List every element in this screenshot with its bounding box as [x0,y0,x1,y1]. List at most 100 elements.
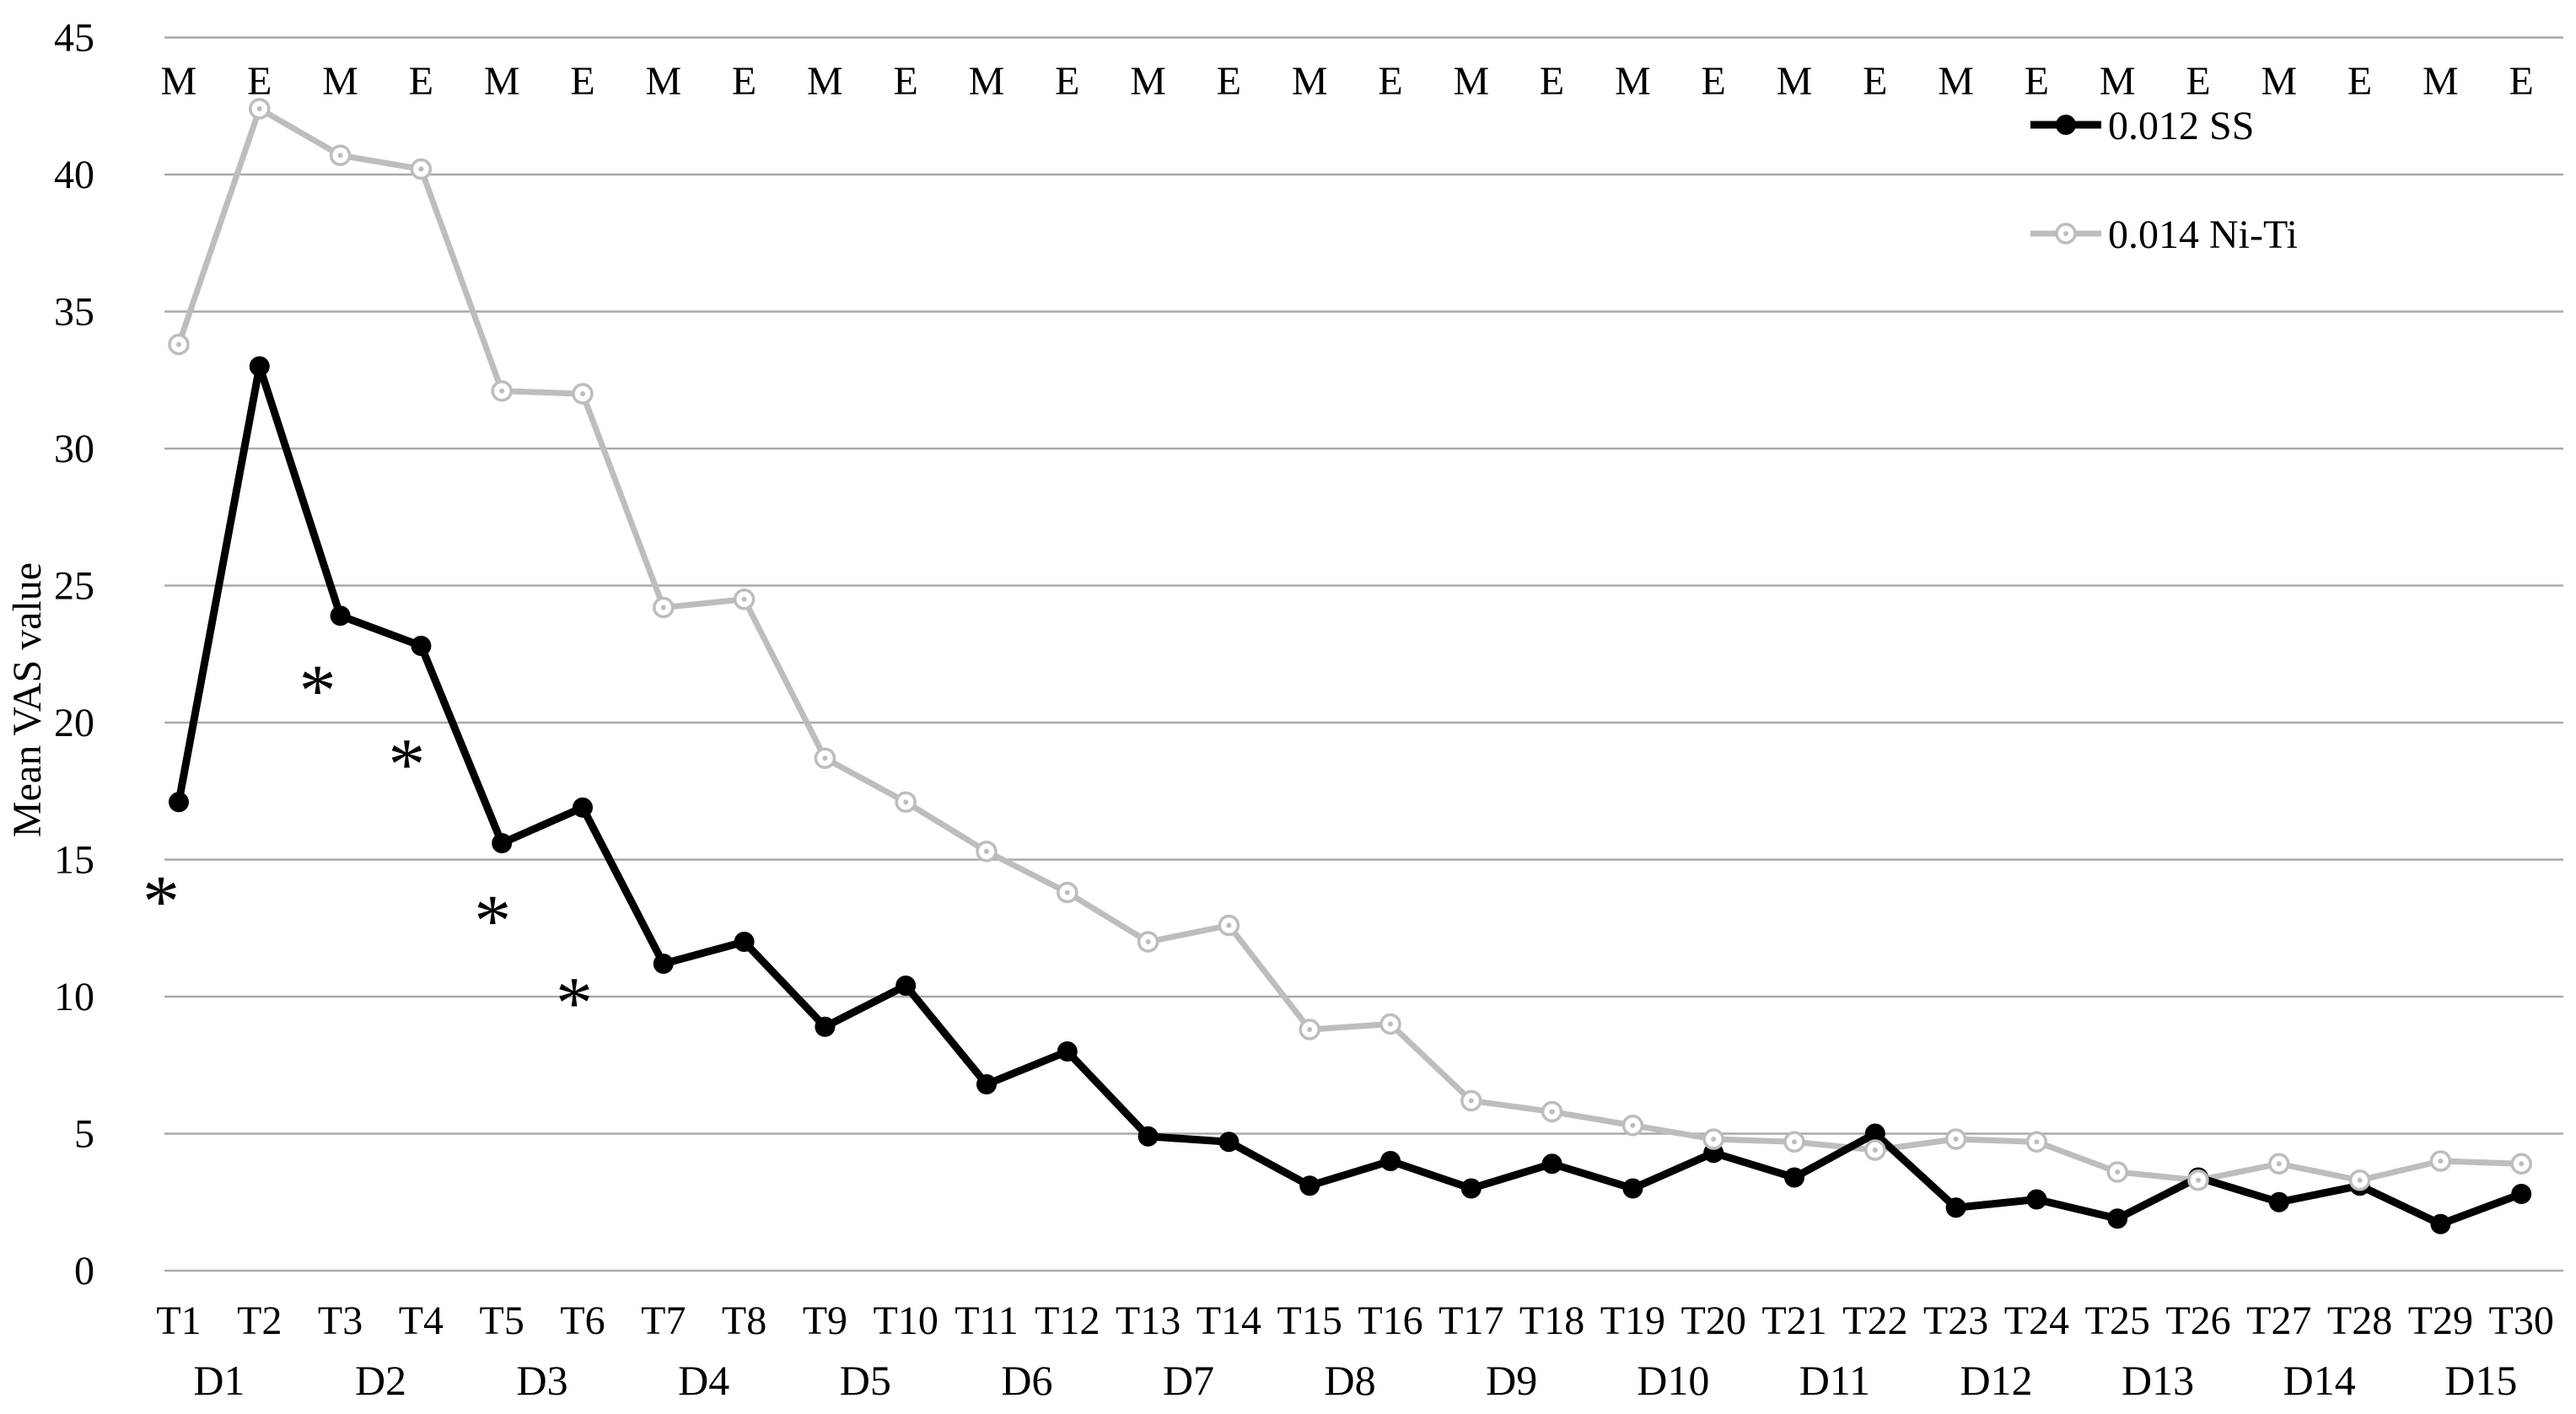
session-label: E [2509,59,2534,104]
session-label: M [1938,59,1974,104]
data-point-niti-dot [903,799,909,805]
session-label: E [1863,59,1887,104]
data-point-niti-dot [1064,890,1070,895]
significance-asterisk: * [143,862,180,944]
session-label: M [484,59,520,104]
data-point-niti-dot [2519,1161,2525,1167]
y-axis-title: Mean VAS value [5,562,50,837]
t-label: T29 [2408,1298,2473,1343]
data-point-ss [815,1016,836,1037]
session-label: E [1378,59,1402,104]
data-point-niti-dot [1792,1139,1797,1145]
day-label: D14 [2283,1357,2356,1404]
t-label: T17 [1439,1298,1503,1343]
data-point-ss [249,356,270,377]
session-label: M [2423,59,2459,104]
data-point-niti-dot [1953,1137,1959,1142]
data-point-ss [1218,1132,1240,1153]
day-label: D15 [2444,1357,2517,1404]
t-label: T1 [156,1298,201,1343]
data-point-ss [653,954,674,974]
data-point-ss [2511,1184,2532,1204]
day-label: D5 [840,1357,891,1404]
data-point-ss [1299,1175,1320,1196]
t-label: T7 [641,1298,686,1343]
data-point-ss [1057,1041,1078,1062]
data-point-niti-dot [2438,1159,2444,1164]
session-label: E [1702,59,1726,104]
data-point-ss [573,797,593,818]
chart-generated: 0 5 10 15 20 25 30 35 40 45 M E M E M E M E M E M E M E M E M E M E M E… [54,16,2563,1404]
t-label: T10 [874,1298,938,1343]
data-point-niti-dot [1711,1137,1717,1142]
data-point-ss [734,932,755,952]
session-label: M [645,59,681,104]
significance-asterisk: * [299,650,336,732]
session-label: M [1777,59,1813,104]
data-point-niti-dot [1872,1148,1878,1153]
t-label: T30 [2489,1298,2554,1343]
t-label: T19 [1600,1298,1665,1343]
significance-asterisk: * [556,963,593,1045]
day-label: D8 [1325,1357,1376,1404]
legend-marker-dot [2063,231,2068,236]
y-tick-label: 35 [54,290,94,335]
session-label: E [570,59,594,104]
t-label: T26 [2165,1298,2230,1343]
data-point-niti-dot [2357,1177,2363,1183]
t-label: T14 [1197,1298,1261,1343]
session-label: E [409,59,433,104]
data-point-ss [1622,1178,1643,1199]
t-label: T27 [2246,1298,2311,1343]
data-point-niti-dot [2276,1161,2282,1167]
t-label: T28 [2327,1298,2392,1343]
data-point-niti-dot [822,755,828,761]
day-label: D12 [1960,1357,2032,1404]
data-point-ss [895,976,917,996]
day-label: D6 [1001,1357,1052,1404]
legend-label: 0.014 Ni-Ti [2108,212,2298,257]
data-point-ss [1541,1153,1562,1175]
t-label: T12 [1035,1298,1100,1343]
t-label: T13 [1116,1298,1180,1343]
session-label: E [732,59,756,104]
session-label: E [1055,59,1079,104]
data-point-niti-dot [418,166,424,172]
t-label: T4 [399,1298,444,1343]
legend-marker [2056,115,2076,135]
data-point-niti-dot [1145,939,1151,944]
data-point-ss [1460,1178,1482,1199]
data-point-ss [1945,1197,1966,1218]
y-tick-label: 25 [54,564,94,609]
t-label: T25 [2085,1298,2150,1343]
session-label: M [2261,59,2297,104]
t-label: T9 [803,1298,847,1343]
data-point-ss [2107,1208,2128,1229]
session-label: M [969,59,1005,104]
session-label: E [894,59,918,104]
data-point-ss [1137,1126,1159,1147]
y-tick-label: 0 [74,1249,94,1293]
t-label: T24 [2004,1298,2069,1343]
session-label: M [161,59,197,104]
data-point-ss [411,636,432,656]
t-label: T16 [1358,1298,1422,1343]
day-label: D3 [517,1357,568,1404]
t-label: T21 [1761,1298,1826,1343]
t-label: T22 [1842,1298,1907,1343]
t-label: T11 [955,1298,1019,1343]
y-tick-label: 5 [74,1112,94,1157]
data-point-ss [976,1074,997,1094]
session-label: M [1130,59,1166,104]
data-point-niti-dot [2115,1169,2121,1175]
session-label: M [807,59,843,104]
data-point-niti-dot [580,391,585,396]
t-label: T20 [1681,1298,1746,1343]
day-label: D4 [678,1357,729,1404]
data-point-niti-dot [2196,1177,2201,1183]
legend-label: 0.012 SS [2108,104,2254,148]
t-label: T3 [318,1298,363,1343]
session-label: E [1540,59,1564,104]
